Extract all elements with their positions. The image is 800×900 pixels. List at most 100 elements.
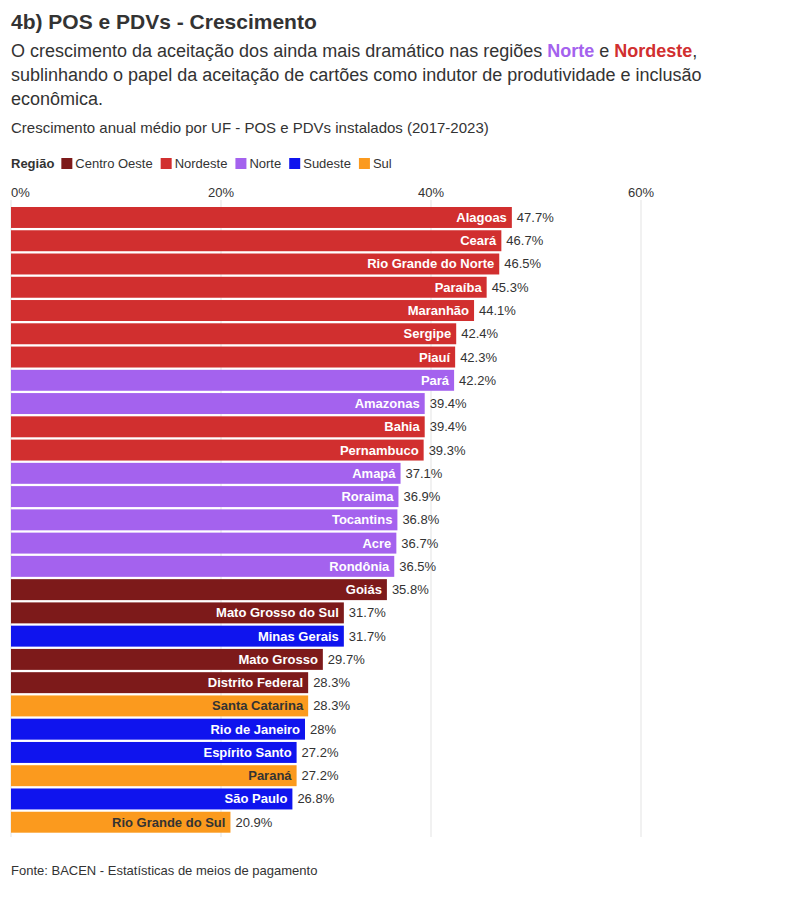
data-label: 36.5% — [399, 559, 436, 574]
category-label: Tocantins — [332, 512, 392, 527]
data-label: 28.3% — [313, 675, 350, 690]
legend-label: Centro Oeste — [75, 156, 152, 171]
bar — [11, 440, 424, 461]
bar — [11, 742, 297, 763]
data-label: 36.7% — [401, 536, 438, 551]
category-label: Maranhão — [408, 303, 469, 318]
data-label: 20.9% — [235, 815, 272, 830]
data-label: 39.4% — [430, 419, 467, 434]
data-label: 28% — [310, 722, 336, 737]
category-label: Pernambuco — [340, 443, 419, 458]
bar — [11, 323, 456, 344]
bar — [11, 370, 454, 391]
bar — [11, 393, 425, 414]
legend-label: Sudeste — [303, 156, 351, 171]
bar — [11, 230, 501, 251]
category-label: Paraná — [248, 768, 292, 783]
chart: Região Centro Oeste Nordeste Norte Sudeste Su… — [0, 0, 800, 900]
data-label: 39.3% — [429, 443, 466, 458]
category-label: Bahia — [384, 419, 420, 434]
legend-swatch — [359, 158, 370, 169]
category-label: Rio Grande do Norte — [367, 256, 494, 271]
category-label: Paraíba — [435, 280, 483, 295]
legend-label: Norte — [249, 156, 281, 171]
bar — [11, 486, 398, 507]
bars — [11, 207, 512, 833]
data-label: 37.1% — [406, 466, 443, 481]
bar — [11, 509, 397, 530]
tick-label: 40% — [418, 185, 444, 200]
data-label: 46.7% — [506, 233, 543, 248]
data-label: 31.7% — [349, 605, 386, 620]
bar — [11, 207, 512, 228]
category-label: Santa Catarina — [212, 698, 304, 713]
data-label: 36.9% — [403, 489, 440, 504]
subtitle: O crescimento da aceitação dos ainda mai… — [11, 39, 786, 111]
category-label: Pará — [421, 373, 450, 388]
category-label: Acre — [362, 536, 391, 551]
category-label: Ceará — [460, 233, 497, 248]
data-label: 44.1% — [479, 303, 516, 318]
legend-swatch — [61, 158, 72, 169]
category-label: Sergipe — [404, 326, 452, 341]
data-label: 39.4% — [430, 396, 467, 411]
category-label: Minas Gerais — [258, 629, 339, 644]
bar — [11, 277, 487, 298]
bar — [11, 463, 401, 484]
data-label: 42.3% — [460, 350, 497, 365]
bar — [11, 812, 230, 833]
legend-swatch — [289, 158, 300, 169]
category-label: Rio de Janeiro — [210, 722, 300, 737]
category-label: Amazonas — [355, 396, 420, 411]
legend-title: Região — [11, 156, 54, 171]
category-label: Goiás — [346, 582, 382, 597]
bar — [11, 672, 308, 693]
bar — [11, 579, 387, 600]
subtitle-part: O crescimento da aceitação dos ainda mai… — [11, 41, 547, 61]
grid — [11, 200, 641, 837]
bar — [11, 626, 344, 647]
bar — [11, 347, 455, 368]
legend-label: Nordeste — [175, 156, 228, 171]
data-label: 28.3% — [313, 698, 350, 713]
bar — [11, 416, 425, 437]
legend-label: Sul — [373, 156, 392, 171]
title: 4b) POS e PDVs - Crescimento — [11, 8, 786, 36]
bar — [11, 602, 344, 623]
category-label: Espírito Santo — [203, 745, 291, 760]
category-label: Piauí — [419, 350, 450, 365]
bar — [11, 719, 305, 740]
category-label: Distrito Federal — [208, 675, 303, 690]
category-label: Roraima — [341, 489, 394, 504]
category-label: Alagoas — [456, 210, 507, 225]
bar — [11, 254, 499, 275]
legend: Região Centro Oeste Nordeste Norte Sudeste Su… — [11, 156, 392, 171]
tick-label: 20% — [208, 185, 234, 200]
bar — [11, 788, 292, 809]
bar — [11, 533, 396, 554]
data-label: 26.8% — [297, 791, 334, 806]
subtitle-part: Nordeste — [614, 41, 692, 61]
labels: Goiás35.8%Mato Grosso do Sul31.7%Mato Gr… — [112, 210, 554, 830]
subtitle-part: e — [594, 41, 614, 61]
legend-swatch — [161, 158, 172, 169]
tick-label: 60% — [628, 185, 654, 200]
bar — [11, 300, 474, 321]
category-label: São Paulo — [225, 791, 288, 806]
bar — [11, 765, 297, 786]
data-label: 45.3% — [492, 280, 529, 295]
bar — [11, 649, 323, 670]
category-label: Rio Grande do Sul — [112, 815, 225, 830]
description: Crescimento anual médio por UF - POS e P… — [11, 118, 786, 138]
data-label: 42.4% — [461, 326, 498, 341]
data-label: 27.2% — [302, 768, 339, 783]
data-label: 35.8% — [392, 582, 429, 597]
legend-swatch — [235, 158, 246, 169]
data-label: 46.5% — [504, 256, 541, 271]
data-label: 36.8% — [402, 512, 439, 527]
bar — [11, 695, 308, 716]
data-label: 42.2% — [459, 373, 496, 388]
data-label: 29.7% — [328, 652, 365, 667]
category-label: Amapá — [352, 466, 396, 481]
data-label: 47.7% — [517, 210, 554, 225]
